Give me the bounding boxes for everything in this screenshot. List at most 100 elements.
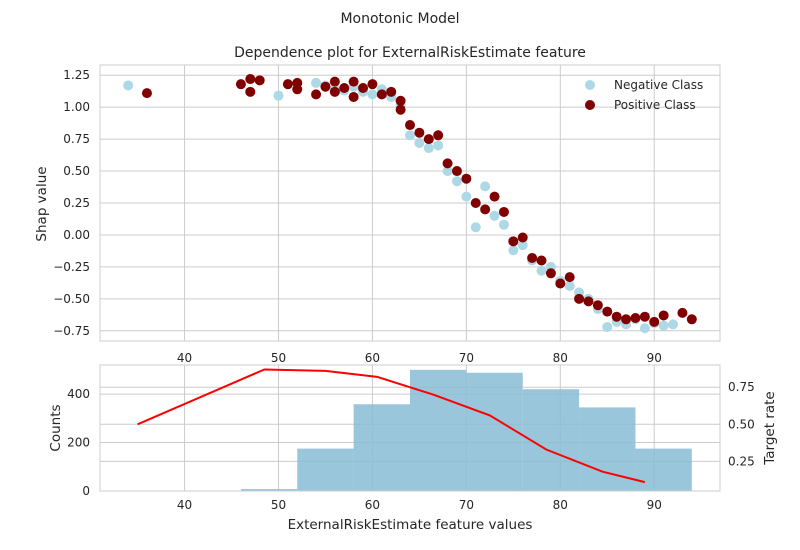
- scatter-y-label: Shap value: [34, 166, 50, 241]
- scatter-x-tick-label: 90: [647, 351, 662, 365]
- histogram-y-label: Counts: [48, 404, 64, 451]
- positive-class-point: [508, 236, 519, 247]
- scatter-y-ticks: −0.75 −0.50 −0.25 0.00 0.25 0.50 0.75 1.00 1.25: [53, 68, 90, 338]
- negative-class-point: [423, 143, 434, 154]
- scatter-x-tick-label: 50: [271, 351, 286, 365]
- positive-class-point: [649, 316, 660, 327]
- negative-class-point: [536, 265, 547, 276]
- figure-suptitle: Monotonic Model: [340, 11, 459, 27]
- histogram-y2-label: Target rate: [762, 391, 778, 465]
- positive-class-point: [339, 83, 350, 93]
- positive-class-point: [282, 79, 293, 90]
- positive-class-point: [367, 79, 378, 90]
- legend-label-negative: Negative Class: [614, 78, 703, 92]
- scatter-y-tick-label: 0.25: [63, 196, 90, 210]
- negative-class-point: [470, 222, 481, 233]
- legend: Negative Class Positive Class: [585, 78, 703, 112]
- negative-class-point: [123, 80, 134, 91]
- positive-class-point: [583, 296, 594, 307]
- scatter-y-tick-label: 1.25: [63, 68, 90, 82]
- scatter-y-tick-label: −0.50: [53, 292, 90, 306]
- legend-marker-positive: [585, 100, 595, 110]
- negative-class-point: [405, 130, 415, 141]
- positive-class-point: [320, 81, 331, 92]
- positive-class-point: [658, 310, 669, 321]
- scatter-y-tick-label: 0.75: [63, 132, 90, 146]
- histogram-x-tick-label: 80: [553, 498, 568, 512]
- histogram-frame: [99, 364, 721, 492]
- histogram-x-tick-label: 50: [271, 498, 286, 512]
- positive-class-point: [329, 86, 340, 97]
- scatter-title: Dependence plot for ExternalRiskEstimate…: [234, 45, 586, 61]
- positive-class-point: [254, 75, 265, 86]
- legend-marker-negative: [585, 80, 595, 90]
- histogram-y2-tick-label: 0.50: [728, 417, 755, 431]
- positive-class-point: [292, 77, 303, 88]
- legend-label-positive: Positive Class: [614, 98, 696, 112]
- positive-class-point: [480, 204, 491, 215]
- scatter-x-tick-label: 60: [365, 351, 380, 365]
- histogram-bar: [297, 448, 354, 491]
- histogram-bar: [353, 404, 410, 491]
- positive-class-point: [405, 120, 415, 131]
- positive-class-point: [545, 268, 556, 279]
- positive-class-point: [630, 313, 641, 323]
- histogram-y-ticks: 0 200 400: [67, 387, 90, 498]
- histogram-x-tick-label: 70: [459, 498, 474, 512]
- histogram-axes: 0 200 400 0.25 0.50 0.75 40 50 60 70 80 90 Counts…: [48, 364, 778, 533]
- positive-class-point: [451, 166, 462, 177]
- target-rate-line: [137, 368, 646, 484]
- histogram-y-tick-label: 400: [67, 387, 90, 401]
- positive-class-point: [602, 306, 613, 317]
- histogram-x-ticks: 40 50 60 70 80 90: [177, 498, 662, 512]
- scatter-points: [123, 74, 697, 334]
- negative-class-point: [564, 281, 575, 292]
- positive-class-point: [329, 76, 340, 87]
- positive-class-point: [639, 311, 650, 322]
- negative-class-point: [451, 176, 462, 187]
- positive-class-point: [358, 83, 369, 93]
- positive-class-point: [555, 278, 566, 289]
- scatter-y-tick-label: −0.75: [53, 324, 90, 338]
- positive-class-point: [677, 307, 688, 318]
- positive-class-point: [574, 293, 585, 304]
- negative-class-point: [498, 219, 509, 230]
- histogram-bar: [635, 448, 692, 491]
- positive-class-point: [433, 130, 444, 141]
- negative-class-point: [414, 137, 425, 148]
- negative-class-point: [311, 77, 322, 88]
- positive-class-point: [414, 127, 425, 138]
- positive-class-point: [348, 76, 359, 87]
- histogram-x-tick-label: 90: [647, 498, 662, 512]
- histogram-y-tick-label: 200: [67, 436, 90, 450]
- positive-class-point: [611, 311, 622, 322]
- negative-class-point: [517, 240, 528, 251]
- target-rate-polyline: [137, 368, 646, 484]
- positive-class-point: [621, 314, 632, 325]
- positive-class-point: [686, 314, 697, 325]
- negative-class-point: [442, 166, 453, 177]
- scatter-x-tick-label: 80: [553, 351, 568, 365]
- negative-class-point: [639, 323, 650, 334]
- negative-class-point: [461, 191, 472, 202]
- positive-class-point: [376, 89, 387, 100]
- negative-class-point: [367, 89, 378, 100]
- positive-class-point: [395, 95, 406, 106]
- negative-class-point: [489, 210, 500, 221]
- histogram-bar: [240, 489, 298, 491]
- positive-class-point: [489, 191, 500, 202]
- negative-class-point: [658, 320, 669, 331]
- negative-class-point: [508, 245, 519, 256]
- scatter-y-tick-label: −0.25: [53, 260, 90, 274]
- histogram-bars: [240, 369, 692, 491]
- positive-class-point: [245, 74, 256, 85]
- positive-class-point: [235, 79, 246, 90]
- negative-class-point: [668, 319, 679, 330]
- negative-class-point: [433, 140, 444, 151]
- positive-class-point: [564, 272, 575, 283]
- histogram-x-label: ExternalRiskEstimate feature values: [288, 517, 533, 533]
- histogram-x-tick-label: 60: [365, 498, 380, 512]
- negative-class-point: [480, 181, 491, 192]
- positive-class-point: [141, 88, 152, 99]
